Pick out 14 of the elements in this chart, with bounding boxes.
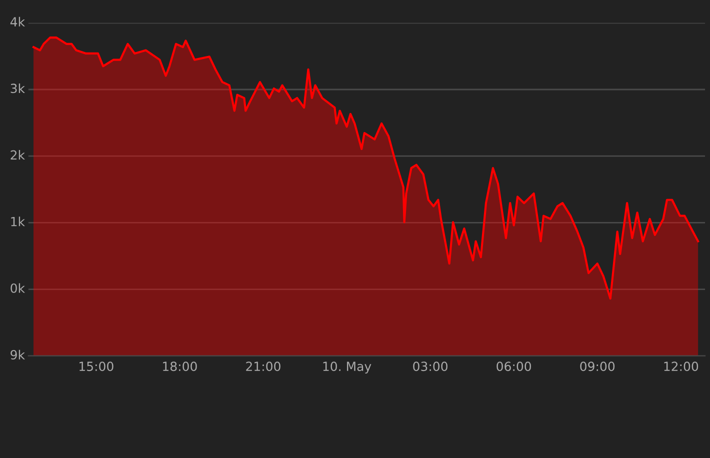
text: 1k [11, 216, 25, 226]
x-tick-label: 15:00 [80, 362, 114, 372]
text: 3k [10, 83, 25, 94]
x-tick-label: 09:00 [580, 362, 615, 372]
x-tick-label: 18:00 [163, 362, 197, 372]
text: 2k [10, 150, 25, 160]
x-tick-label: 21:00 [246, 362, 280, 372]
text: 9k [10, 350, 25, 360]
x-tick-label: 03:00 [413, 362, 448, 372]
x-tick-label: 06:00 [496, 362, 532, 372]
text: 0k [10, 283, 25, 293]
text: 4k [10, 16, 25, 26]
x-tick-label: 12:00 [664, 362, 698, 372]
x-tick-label: 10. May [323, 362, 372, 374]
